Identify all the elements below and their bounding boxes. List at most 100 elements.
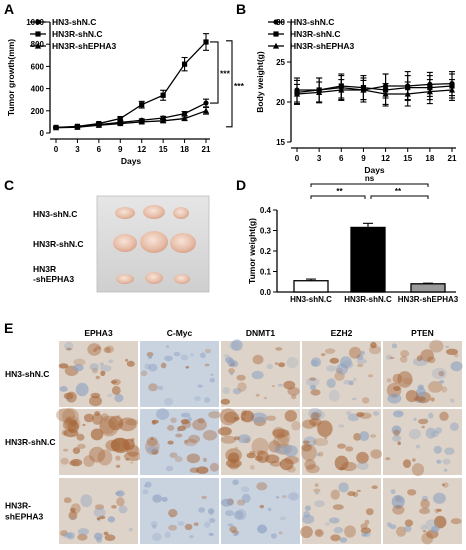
stain-blob xyxy=(90,428,104,441)
data-point xyxy=(203,39,209,45)
stain-blob xyxy=(150,437,154,440)
stain-blob xyxy=(404,525,412,533)
stain-blob xyxy=(419,508,430,515)
stain-blob xyxy=(392,373,403,384)
significance-label: ns xyxy=(365,174,375,183)
stain-blob xyxy=(82,423,86,426)
stain-blob xyxy=(83,413,94,423)
stain-blob xyxy=(68,460,79,466)
y-tick-label: 15 xyxy=(276,138,285,147)
stain-blob xyxy=(408,428,421,440)
legend-label: HN3R-shN.C xyxy=(290,29,341,39)
stain-blob xyxy=(446,348,458,355)
row-label: HN3R- xyxy=(5,501,31,511)
chart-a: 02004006008001000036912151821DaysTumor g… xyxy=(6,17,245,166)
stain-blob xyxy=(267,507,272,512)
stain-blob xyxy=(100,364,112,372)
stain-blob xyxy=(66,391,77,403)
stain-blob xyxy=(118,505,128,514)
stain-blob xyxy=(412,357,428,367)
stain-blob xyxy=(192,419,208,431)
stain-blob xyxy=(246,452,256,459)
stain-blob xyxy=(125,358,129,362)
stain-blob xyxy=(351,397,357,401)
stain-blob xyxy=(101,413,109,421)
legend-label: HN3R-shEPHA3 xyxy=(52,41,117,51)
stain-blob xyxy=(240,410,255,423)
tumor-specimen xyxy=(116,274,134,284)
stain-blob xyxy=(288,492,299,501)
stain-blob xyxy=(223,354,230,358)
significance-bracket xyxy=(310,195,366,199)
stain-blob xyxy=(208,508,215,515)
stain-blob xyxy=(210,373,214,376)
x-tick-label: 12 xyxy=(381,154,390,163)
y-tick-label: 0.1 xyxy=(260,268,272,277)
tumor-specimen xyxy=(145,272,163,284)
stain-blob xyxy=(254,455,264,462)
stain-blob xyxy=(97,449,113,466)
data-point xyxy=(117,120,124,127)
stain-blob xyxy=(197,417,205,424)
stain-blob xyxy=(370,434,377,438)
stain-blob xyxy=(268,440,281,453)
data-point xyxy=(203,100,209,106)
stain-blob xyxy=(200,352,206,359)
stain-blob xyxy=(99,515,106,520)
stain-blob xyxy=(95,346,102,350)
stain-blob xyxy=(208,532,214,536)
stain-blob xyxy=(250,465,255,470)
stain-blob xyxy=(425,427,437,439)
stain-blob xyxy=(314,528,323,536)
y-tick-label: 0 xyxy=(40,129,45,138)
stain-blob xyxy=(193,522,199,526)
stain-blob xyxy=(345,446,354,452)
stain-blob xyxy=(369,345,381,355)
stain-blob xyxy=(395,505,402,509)
stain-blob xyxy=(324,522,330,526)
stain-blob xyxy=(387,393,402,404)
tumor-specimen xyxy=(113,234,137,252)
stain-blob xyxy=(315,492,319,495)
stain-blob xyxy=(373,411,380,416)
stain-blob xyxy=(278,531,283,535)
stain-blob xyxy=(356,354,364,360)
stain-blob xyxy=(151,419,159,424)
stain-blob xyxy=(264,454,280,464)
significance-bracket xyxy=(226,40,233,128)
stain-blob xyxy=(93,507,106,518)
data-point xyxy=(181,110,188,117)
stain-blob xyxy=(103,347,112,353)
stain-blob xyxy=(173,351,181,357)
stain-blob xyxy=(420,499,430,509)
stain-blob xyxy=(317,420,333,438)
x-tick-label: 6 xyxy=(339,154,344,163)
stain-blob xyxy=(432,492,446,504)
stain-blob xyxy=(385,354,393,360)
stain-blob xyxy=(108,415,124,431)
data-point xyxy=(95,122,102,128)
stain-blob xyxy=(305,464,320,474)
stain-blob xyxy=(160,362,167,369)
stain-blob xyxy=(208,411,222,419)
legend-marker xyxy=(35,19,41,25)
stain-blob xyxy=(338,424,345,428)
tumor-specimen xyxy=(140,231,168,253)
stain-blob xyxy=(183,438,198,447)
stain-blob xyxy=(398,411,402,415)
stain-blob xyxy=(309,377,317,382)
data-point xyxy=(160,92,166,98)
stain-blob xyxy=(371,485,378,490)
stain-blob xyxy=(313,488,321,493)
stain-blob xyxy=(310,384,316,390)
tumor-specimen xyxy=(173,207,189,219)
chart-b: 15202530036912151821DaysBody weight(g)HN… xyxy=(255,17,457,175)
stain-blob xyxy=(250,412,268,424)
stain-blob xyxy=(184,523,193,531)
stain-blob xyxy=(407,489,417,496)
y-tick-label: 0.0 xyxy=(260,288,272,297)
x-tick-label: HN3-shN.C xyxy=(290,295,332,304)
stain-blob xyxy=(219,408,237,426)
stain-blob xyxy=(225,458,242,468)
stain-blob xyxy=(320,353,326,357)
